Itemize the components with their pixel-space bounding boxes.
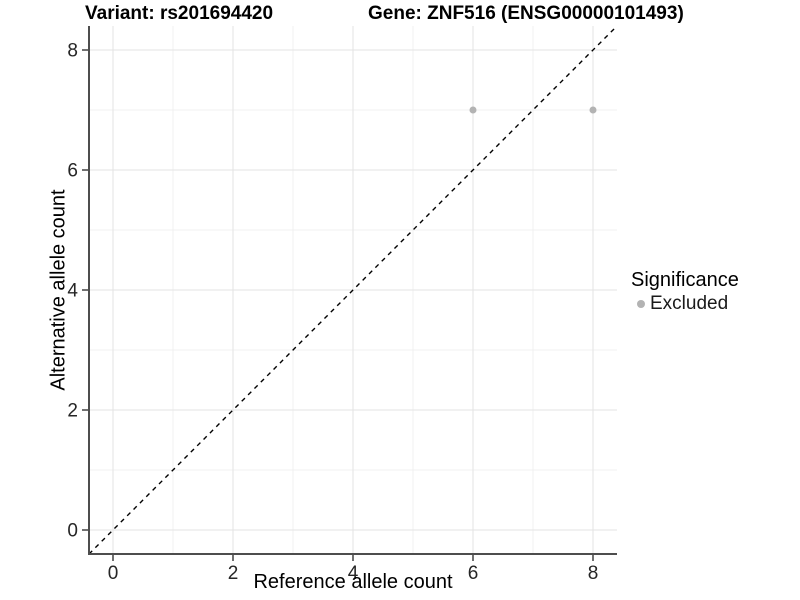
excluded-point-icon <box>637 299 645 308</box>
data-point <box>469 106 477 114</box>
y-tick-label: 8 <box>67 41 78 62</box>
legend-item-excluded: Excluded <box>631 293 739 314</box>
legend-title: Significance <box>631 269 739 291</box>
legend: Significance Excluded <box>631 269 739 314</box>
x-tick-label: 6 <box>468 563 479 584</box>
plot-title-gene: Gene: ZNF516 (ENSG00000101493) <box>368 3 684 24</box>
x-tick-label: 0 <box>108 563 119 584</box>
data-point <box>589 106 597 114</box>
x-tick-label: 8 <box>588 563 599 584</box>
y-axis-title: Alternative allele count <box>47 189 70 391</box>
y-tick-label: 2 <box>67 401 78 422</box>
x-tick-label: 2 <box>228 563 239 584</box>
y-tick-label: 4 <box>67 281 78 302</box>
identity-line <box>88 25 618 555</box>
y-tick-label: 0 <box>67 521 78 542</box>
y-tick-label: 6 <box>67 161 78 182</box>
plot-title-variant: Variant: rs201694420 <box>85 3 274 24</box>
x-tick-label: 4 <box>348 563 359 584</box>
legend-item-label: Excluded <box>650 293 729 314</box>
x-axis-title: Reference allele count <box>253 571 453 593</box>
